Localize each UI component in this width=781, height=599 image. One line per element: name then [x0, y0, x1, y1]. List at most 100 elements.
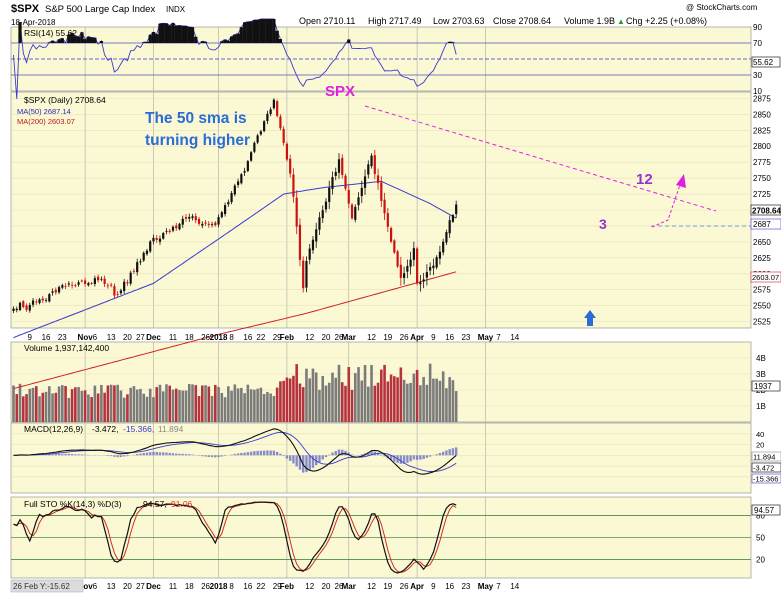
volume-bar — [168, 386, 171, 422]
price-candle-body — [237, 181, 239, 184]
volume-bar — [103, 393, 106, 422]
price-candle-body — [29, 305, 31, 311]
volume-bar — [325, 386, 328, 422]
price-candle-body — [120, 290, 122, 293]
volume-bar — [338, 365, 341, 422]
price-candle-body — [48, 294, 50, 301]
macd-histogram-bar — [143, 453, 145, 455]
macd-histogram-bar — [172, 453, 174, 455]
price-candle-body — [286, 144, 288, 160]
macd-histogram-bar — [426, 455, 428, 458]
header-exchange: INDX — [166, 5, 186, 14]
price-candle-body — [113, 286, 115, 295]
price-candle-body — [305, 261, 307, 288]
macd-histogram-bar — [328, 455, 330, 456]
price-x-label: 16 — [42, 333, 51, 342]
volume-bar — [308, 378, 311, 422]
price-candle-body — [338, 159, 340, 172]
sto-x-label: Feb — [280, 582, 294, 591]
price-candle-body — [279, 116, 281, 128]
volume-bar — [403, 380, 406, 422]
price-candle-body — [283, 129, 285, 143]
volume-bar — [286, 378, 289, 422]
price-tick-label: 2750 — [753, 174, 771, 183]
price-candle-body — [224, 205, 226, 214]
macd-histogram-bar — [217, 455, 219, 457]
rsi-tick-label: 10 — [753, 87, 762, 96]
volume-bar — [416, 370, 419, 422]
price-candle-body — [387, 213, 389, 227]
price-candle-body — [61, 285, 63, 287]
macd-histogram-bar — [318, 455, 320, 462]
price-candle-body — [110, 285, 112, 286]
sto-x-label: 12 — [367, 582, 376, 591]
price-candle-body — [244, 171, 246, 173]
header-close: Close 2708.64 — [493, 16, 551, 26]
macd-histogram-bar — [240, 453, 242, 455]
price-candle-body — [143, 253, 145, 261]
price-x-label: 27 — [136, 333, 145, 342]
macd-histogram-bar — [208, 455, 210, 457]
macd-histogram-bar — [452, 448, 454, 455]
price-x-label: 20 — [123, 333, 132, 342]
sto-x-label: 6 — [93, 582, 98, 591]
volume-bar — [64, 386, 67, 422]
sto-tick-label: 20 — [756, 555, 765, 564]
macd-histogram-bar — [282, 455, 284, 456]
price-tick-label: 2525 — [753, 318, 771, 327]
price-tick-label: 2625 — [753, 254, 771, 263]
price-candle-body — [97, 277, 99, 281]
macd-histogram-bar — [276, 452, 278, 455]
macd-histogram-bar — [380, 455, 382, 456]
price-x-label: 13 — [107, 333, 116, 342]
price-candle-body — [201, 224, 203, 226]
macd-tick-label: 40 — [756, 430, 764, 439]
price-candle-body — [250, 152, 252, 160]
price-candle-body — [78, 282, 80, 284]
volume-bar — [155, 387, 158, 422]
price-candle-body — [19, 303, 21, 310]
header-date: 18-Apr-2018 — [11, 18, 56, 27]
volume-bar — [204, 385, 207, 422]
macd-histogram-bar — [305, 455, 307, 472]
price-candle-body — [410, 260, 412, 267]
volume-bar — [413, 374, 416, 422]
spx-label: SPX — [325, 83, 355, 100]
price-candle-body — [390, 228, 392, 242]
volume-bar — [120, 391, 123, 422]
price-candle-body — [380, 182, 382, 201]
volume-bar — [273, 396, 276, 422]
macd-histogram-bar — [107, 455, 109, 456]
header-copyright: @ StockCharts.com — [686, 3, 758, 12]
macd-histogram-bar — [266, 450, 268, 455]
price-candle-body — [130, 273, 132, 284]
price-candle-body — [71, 285, 73, 286]
macd-histogram-bar — [126, 455, 128, 456]
price-candle-body — [449, 220, 451, 233]
price-candle-body — [175, 226, 177, 229]
macd-value-label: -3.472 — [753, 464, 774, 473]
sto-x-label: 2018 — [210, 582, 228, 591]
volume-bar — [126, 394, 129, 422]
volume-bar — [71, 389, 74, 422]
header-symbol: $SPX — [11, 3, 40, 15]
volume-bar — [364, 365, 367, 422]
price-candle-body — [64, 286, 66, 287]
price-candle-body — [195, 216, 197, 220]
volume-bar — [276, 388, 279, 422]
price-candle-body — [38, 299, 40, 303]
macd-histogram-bar — [51, 454, 53, 455]
price-x-label: Mar — [342, 333, 356, 342]
volume-bar — [370, 365, 373, 422]
price-x-label: 18 — [185, 333, 194, 342]
volume-bar — [230, 391, 233, 422]
volume-bar — [45, 392, 48, 422]
volume-bar — [74, 387, 77, 422]
price-candle-body — [156, 238, 158, 240]
macd-histogram-bar — [279, 454, 281, 456]
price-candle-body — [58, 287, 60, 292]
price-candle-body — [221, 212, 223, 217]
macd-histogram-bar — [406, 455, 408, 462]
price-candle-body — [247, 161, 249, 171]
macd-legend-value: -3.472, — [92, 424, 118, 434]
